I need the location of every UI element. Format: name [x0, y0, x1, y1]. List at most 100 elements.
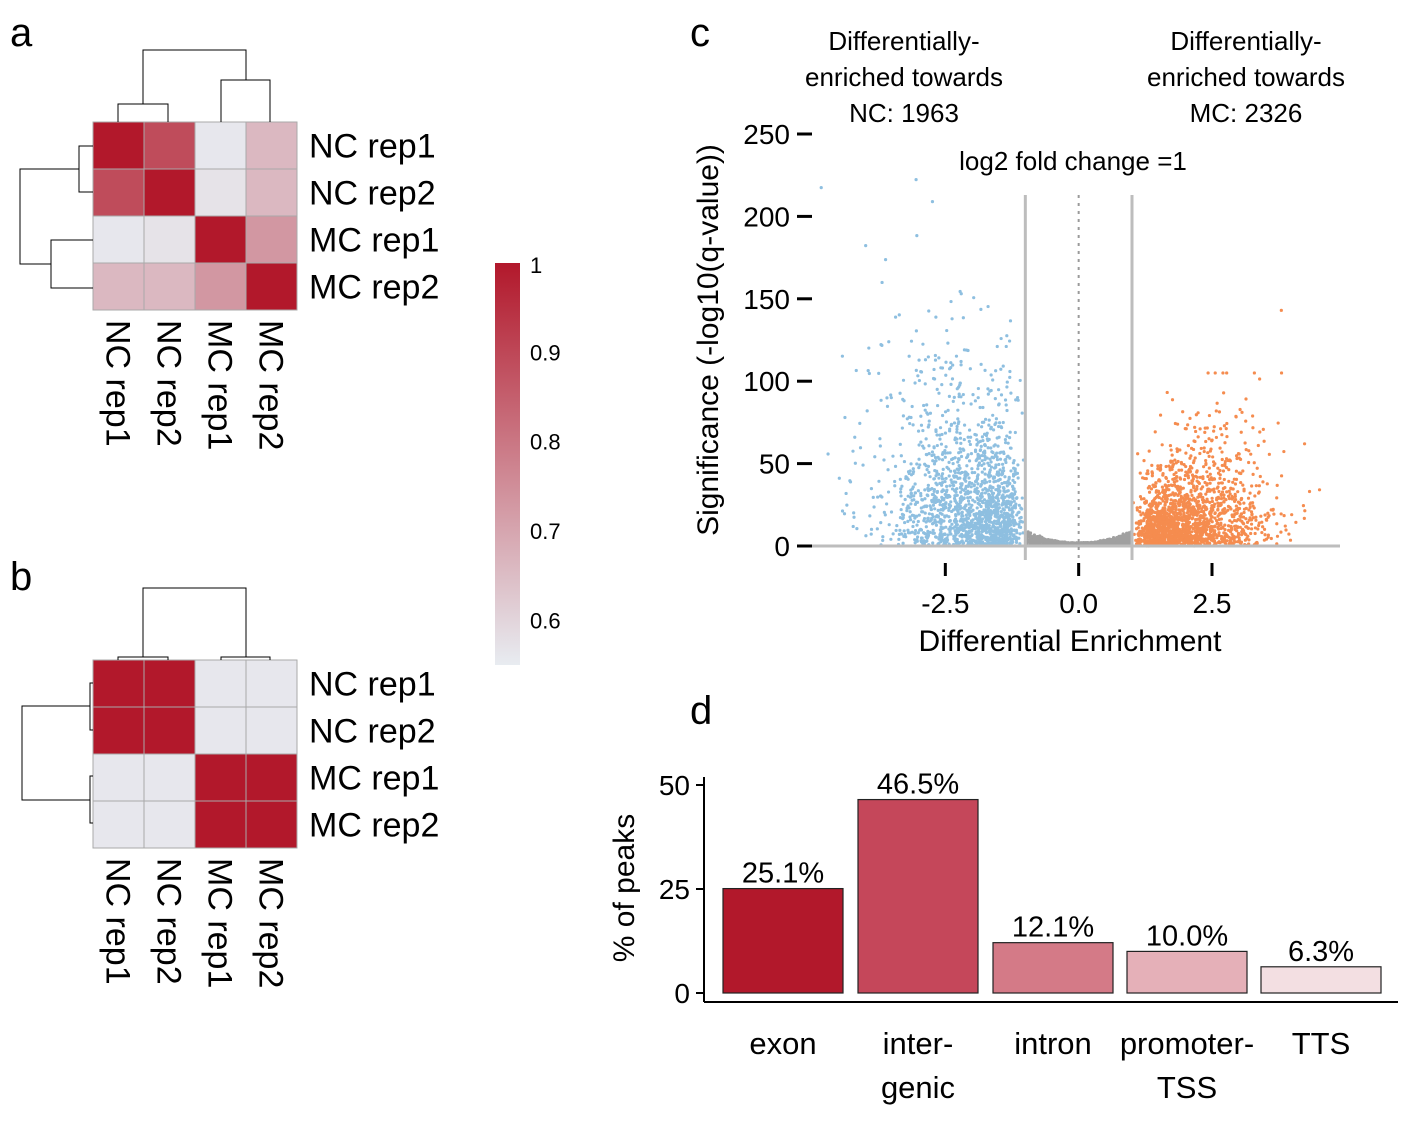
- volcano-point-mc: [1194, 487, 1198, 492]
- volcano-point-nc: [883, 258, 888, 262]
- volcano-point-nc: [873, 455, 877, 459]
- volcano-point-nc: [974, 522, 978, 527]
- volcano-point-nc: [1000, 481, 1004, 486]
- volcano-point-nc: [897, 313, 901, 317]
- volcano-point-mc: [1170, 538, 1174, 542]
- volcano-point-mc: [1179, 468, 1184, 472]
- volcano-point-mc: [1165, 390, 1169, 395]
- volcano-point-nc: [987, 423, 991, 427]
- volcano-point-mc: [1220, 490, 1225, 494]
- volcano-point-mc: [1225, 434, 1229, 439]
- volcano-point-nc: [989, 446, 993, 450]
- volcano-point-nc: [1002, 515, 1007, 520]
- volcano-point-nc: [937, 520, 941, 524]
- volcano-point-mc: [1184, 494, 1188, 499]
- volcano-point-nc: [945, 538, 950, 542]
- volcano-point-mc: [1208, 449, 1212, 453]
- volcano-point-mc: [1261, 427, 1265, 431]
- volcano-point-mc: [1185, 537, 1189, 541]
- volcano-point-ns: [1026, 530, 1030, 534]
- volcano-point-mc: [1217, 496, 1221, 500]
- volcano-point-mc: [1184, 427, 1188, 431]
- volcano-point-nc: [1015, 471, 1020, 475]
- volcano-point-nc: [900, 426, 904, 430]
- volcano-point-nc: [1008, 319, 1013, 323]
- volcano-point-nc: [994, 463, 998, 467]
- volcano-point-nc: [837, 476, 841, 480]
- volcano-point-mc: [1160, 443, 1164, 447]
- volcano-point-mc: [1279, 474, 1284, 478]
- volcano-point-mc: [1199, 487, 1203, 491]
- volcano-point-nc: [925, 536, 929, 540]
- volcano-point-nc: [910, 404, 914, 409]
- volcano-point-mc: [1234, 454, 1239, 458]
- volcano-point-nc: [1011, 537, 1015, 541]
- volcano-point-nc: [969, 505, 973, 510]
- volcano-point-nc: [948, 429, 952, 433]
- volcano-point-nc: [938, 433, 942, 437]
- volcano-point-nc: [922, 403, 926, 408]
- volcano-point-mc: [1261, 525, 1265, 529]
- volcano-point-nc: [984, 504, 989, 508]
- volcano-point-mc: [1227, 497, 1232, 501]
- volcano-point-nc: [935, 469, 939, 473]
- volcano-point-nc: [998, 457, 1003, 461]
- volcano-point-nc: [940, 452, 945, 456]
- heatmap-cell: [143, 262, 196, 311]
- volcano-point-nc: [973, 470, 977, 475]
- volcano-point-nc: [995, 455, 999, 459]
- volcano-point-nc: [906, 504, 910, 508]
- volcano-point-nc: [974, 532, 978, 536]
- volcano-point-nc: [1017, 536, 1021, 540]
- volcano-point-mc: [1156, 512, 1160, 516]
- volcano-point-nc: [967, 439, 971, 443]
- volcano-x-title: Differential Enrichment: [919, 625, 1223, 658]
- volcano-point-mc: [1181, 410, 1185, 414]
- volcano-point-nc: [911, 470, 916, 474]
- volcano-point-nc: [993, 514, 997, 518]
- volcano-point-mc: [1223, 510, 1228, 514]
- volcano-point-nc: [939, 525, 943, 529]
- volcano-point-nc: [931, 503, 936, 507]
- volcano-point-nc: [994, 369, 998, 373]
- volcano-point-nc: [923, 532, 927, 536]
- volcano-point-nc: [962, 423, 967, 427]
- volcano-point-nc: [893, 464, 898, 468]
- volcano-point-nc: [995, 344, 999, 349]
- volcano-point-nc: [930, 500, 934, 504]
- volcano-point-mc: [1283, 524, 1287, 528]
- volcano-point-mc: [1186, 474, 1190, 478]
- volcano-point-nc: [938, 503, 942, 507]
- volcano-point-mc: [1152, 483, 1156, 487]
- volcano-point-mc: [1188, 464, 1193, 469]
- volcano-point-nc: [948, 519, 952, 523]
- volcano-point-nc: [975, 506, 979, 510]
- volcano-point-nc: [981, 439, 985, 443]
- volcano-point-mc: [1177, 487, 1181, 491]
- volcano-point-mc: [1250, 484, 1254, 488]
- volcano-x-tick-label: 2.5: [1193, 588, 1232, 619]
- volcano-point-nc: [963, 492, 967, 496]
- volcano-point-mc: [1198, 504, 1202, 508]
- volcano-point-nc: [983, 443, 987, 448]
- volcano-point-nc: [938, 500, 942, 504]
- volcano-point-mc: [1192, 459, 1196, 463]
- volcano-point-nc: [997, 421, 1002, 425]
- volcano-point-mc: [1149, 510, 1154, 514]
- volcano-point-mc: [1254, 484, 1258, 488]
- volcano-point-mc: [1153, 521, 1157, 525]
- volcano-points: [819, 178, 1322, 548]
- volcano-point-nc: [958, 431, 962, 435]
- heatmap-cell: [92, 753, 145, 802]
- volcano-point-nc: [960, 532, 964, 536]
- heatmap-cell: [143, 168, 196, 217]
- volcano-point-mc: [1189, 454, 1193, 458]
- volcano-point-nc: [997, 462, 1001, 467]
- volcano-point-nc: [940, 503, 945, 507]
- volcano-point-mc: [1279, 371, 1284, 375]
- volcano-point-mc: [1156, 490, 1160, 494]
- volcano-point-nc: [1013, 467, 1017, 472]
- volcano-point-mc: [1171, 530, 1175, 534]
- volcano-point-mc: [1237, 500, 1241, 505]
